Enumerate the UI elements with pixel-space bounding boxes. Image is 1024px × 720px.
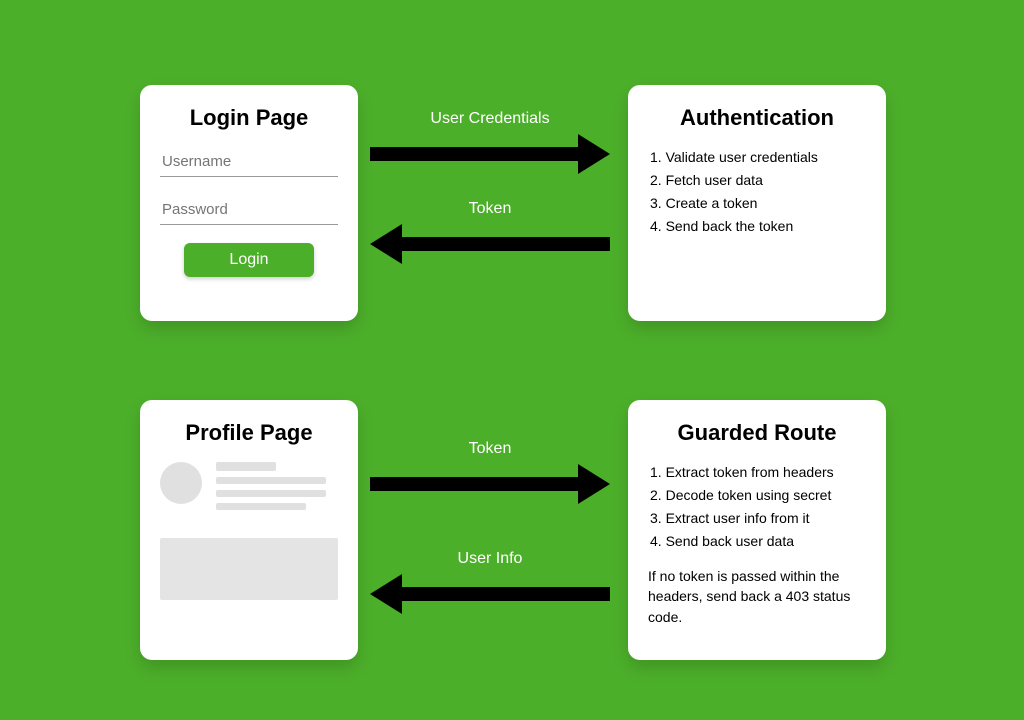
profile-page-card: Profile Page	[140, 400, 358, 660]
arrow-right-icon	[370, 464, 610, 504]
auth-steps-list: Validate user credentials Fetch user dat…	[648, 147, 866, 237]
arrow-right-icon	[370, 134, 610, 174]
password-field[interactable]	[160, 195, 338, 225]
arrow-token-back: Token	[370, 200, 610, 264]
auth-card-title: Authentication	[648, 105, 866, 131]
arrow-label: User Credentials	[370, 110, 610, 128]
authentication-card: Authentication Validate user credentials…	[628, 85, 886, 321]
diagram-canvas: Login Page Login Authentication Validate…	[0, 0, 1024, 720]
list-item: Fetch user data	[650, 170, 866, 191]
list-item: Send back the token	[650, 216, 866, 237]
list-item: Validate user credentials	[650, 147, 866, 168]
content-block-placeholder	[160, 538, 338, 600]
guarded-card-title: Guarded Route	[648, 420, 866, 446]
login-button[interactable]: Login	[184, 243, 314, 277]
arrow-left-icon	[370, 574, 610, 614]
arrow-label: Token	[370, 440, 610, 458]
arrow-user-info: User Info	[370, 550, 610, 614]
username-field[interactable]	[160, 147, 338, 177]
profile-wireframe	[160, 462, 338, 600]
guarded-route-card: Guarded Route Extract token from headers…	[628, 400, 886, 660]
login-card-title: Login Page	[160, 105, 338, 131]
list-item: Create a token	[650, 193, 866, 214]
list-item: Extract token from headers	[650, 462, 866, 483]
arrow-token-forward: Token	[370, 440, 610, 504]
arrow-user-credentials: User Credentials	[370, 110, 610, 174]
avatar-placeholder-icon	[160, 462, 202, 504]
guarded-steps-list: Extract token from headers Decode token …	[648, 462, 866, 552]
list-item: Decode token using secret	[650, 485, 866, 506]
list-item: Send back user data	[650, 531, 866, 552]
login-page-card: Login Page Login	[140, 85, 358, 321]
guarded-note: If no token is passed within the headers…	[648, 566, 866, 627]
arrow-label: Token	[370, 200, 610, 218]
profile-card-title: Profile Page	[160, 420, 338, 446]
text-lines-placeholder	[216, 462, 326, 516]
arrow-label: User Info	[370, 550, 610, 568]
list-item: Extract user info from it	[650, 508, 866, 529]
arrow-left-icon	[370, 224, 610, 264]
